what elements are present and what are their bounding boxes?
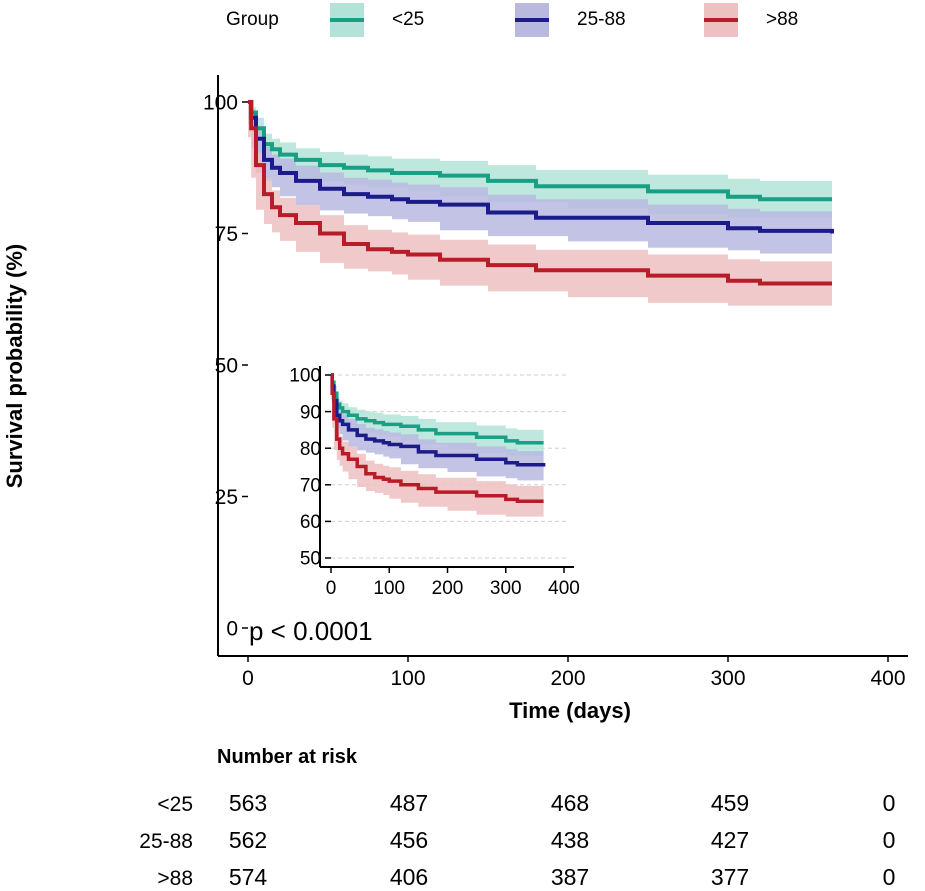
main-band-over88 bbox=[248, 102, 832, 306]
main-survival-curves bbox=[248, 100, 834, 286]
inset-ytick-label: 80 bbox=[300, 439, 321, 460]
main-band-under25 bbox=[248, 102, 832, 218]
main-curve-25-88 bbox=[248, 100, 834, 234]
risk-cell: 0 bbox=[883, 827, 896, 853]
main-confidence-bands bbox=[248, 102, 832, 306]
risk-cell: 438 bbox=[551, 827, 589, 853]
risk-table-title: Number at risk bbox=[217, 746, 358, 768]
risk-row-under25: <25 563 487 468 459 0 bbox=[157, 790, 895, 816]
main-curve-over88 bbox=[248, 100, 832, 286]
main-x-ticks: 0 100 200 300 400 bbox=[242, 656, 906, 690]
risk-row-group-label: <25 bbox=[157, 793, 193, 816]
main-xtick-label: 200 bbox=[550, 667, 585, 690]
risk-cell: 468 bbox=[551, 790, 589, 816]
inset-band-over88 bbox=[331, 375, 544, 517]
legend-label-under25: <25 bbox=[392, 9, 424, 30]
main-ytick-label: 75 bbox=[215, 223, 238, 246]
risk-row-group-label: >88 bbox=[157, 867, 193, 890]
risk-row-over88: >88 574 406 387 377 0 bbox=[157, 864, 895, 890]
inset-xtick-label: 300 bbox=[490, 578, 522, 599]
inset-xtick-label: 200 bbox=[432, 578, 464, 599]
legend-item-25-88: 25-88 bbox=[515, 3, 626, 37]
inset-ytick-label: 90 bbox=[300, 402, 321, 423]
risk-cell: 563 bbox=[229, 790, 267, 816]
main-band-25-88 bbox=[248, 102, 832, 254]
risk-cell: 377 bbox=[711, 864, 749, 890]
inset-xtick-label: 100 bbox=[373, 578, 405, 599]
risk-cell: 574 bbox=[229, 864, 268, 890]
risk-cell: 0 bbox=[883, 864, 896, 890]
main-xtick-label: 100 bbox=[390, 667, 425, 690]
main-ytick-label: 100 bbox=[203, 91, 238, 114]
legend-label-over88: >88 bbox=[766, 9, 798, 30]
inset-xtick-label: 400 bbox=[548, 578, 580, 599]
inset-ytick-label: 60 bbox=[300, 512, 321, 533]
inset-band-25-88 bbox=[331, 375, 544, 481]
risk-cell: 456 bbox=[390, 827, 428, 853]
legend: Group <25 25-88 >88 bbox=[226, 3, 798, 37]
main-ytick-label: 50 bbox=[215, 354, 238, 377]
inset-band-under25 bbox=[331, 375, 544, 456]
legend-label-25-88: 25-88 bbox=[577, 9, 626, 30]
inset-confidence-bands bbox=[331, 375, 544, 517]
inset-xtick-label: 0 bbox=[326, 578, 337, 599]
inset-x-ticks: 0 100 200 300 400 bbox=[326, 567, 580, 599]
main-plot: 0 25 50 75 100 0 100 200 300 400 p < 0.0001 Time… bbox=[2, 75, 908, 723]
inset-ytick-label: 70 bbox=[300, 475, 321, 496]
main-xtick-label: 0 bbox=[242, 667, 254, 690]
risk-cell: 459 bbox=[711, 790, 749, 816]
inset-curve-25-88 bbox=[330, 373, 546, 467]
main-y-ticks: 0 25 50 75 100 bbox=[203, 91, 248, 640]
main-ytick-label: 25 bbox=[215, 486, 238, 509]
inset-ytick-label: 50 bbox=[300, 549, 321, 570]
inset-plot: 50 60 70 80 90 100 0 100 200 300 400 bbox=[289, 366, 580, 599]
inset-survival-curves bbox=[330, 373, 546, 504]
y-axis-label: Survival probability (%) bbox=[2, 244, 27, 489]
main-xtick-label: 300 bbox=[710, 667, 745, 690]
inset-ytick-label: 100 bbox=[289, 366, 321, 387]
risk-cell: 427 bbox=[711, 827, 749, 853]
main-ytick-label: 0 bbox=[226, 617, 238, 640]
risk-table-rows: <25 563 487 468 459 0 25-88 562 456 438 427 0 >88 574… bbox=[139, 790, 895, 890]
risk-cell: 406 bbox=[390, 864, 428, 890]
p-value-annotation: p < 0.0001 bbox=[249, 616, 373, 646]
risk-cell: 387 bbox=[551, 864, 589, 890]
inset-curve-over88 bbox=[330, 373, 544, 504]
x-axis-label: Time (days) bbox=[509, 698, 631, 723]
risk-row-25-88: 25-88 562 456 438 427 0 bbox=[139, 827, 895, 853]
risk-row-group-label: 25-88 bbox=[139, 830, 193, 853]
legend-item-over88: >88 bbox=[704, 3, 798, 37]
legend-title: Group bbox=[226, 9, 279, 30]
risk-cell: 0 bbox=[883, 790, 896, 816]
main-xtick-label: 400 bbox=[870, 667, 905, 690]
legend-item-under25: <25 bbox=[330, 3, 424, 37]
risk-cell: 487 bbox=[390, 790, 428, 816]
risk-table: Number at risk <25 563 487 468 459 0 25-88 562 4… bbox=[139, 746, 895, 890]
risk-cell: 562 bbox=[229, 827, 267, 853]
inset-y-ticks: 50 60 70 80 90 100 bbox=[289, 366, 331, 570]
